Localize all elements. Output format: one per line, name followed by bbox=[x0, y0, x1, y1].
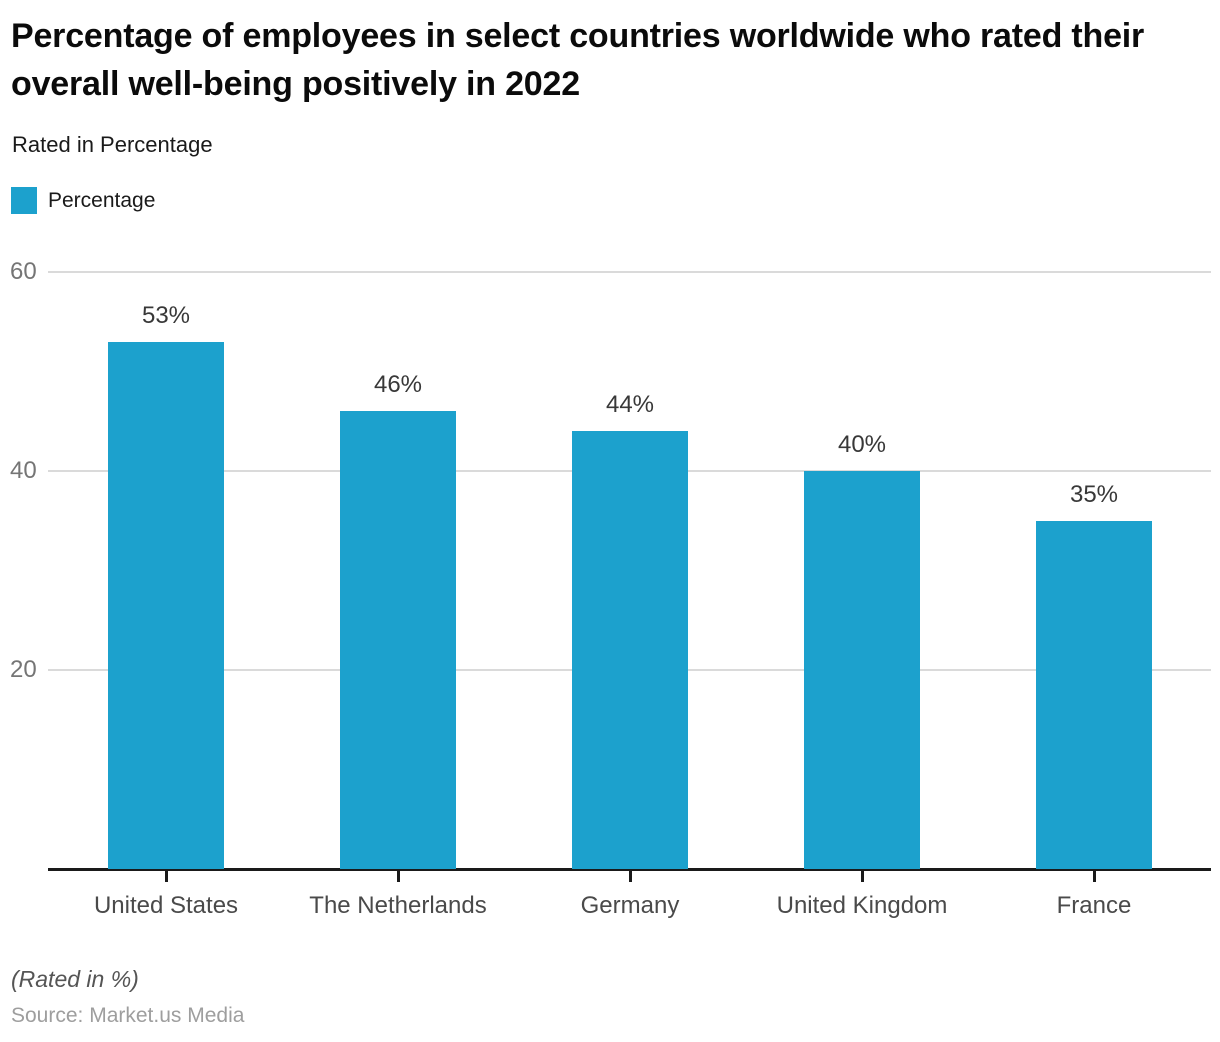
legend: Percentage bbox=[11, 187, 155, 214]
x-axis-tick bbox=[860, 871, 864, 882]
x-axis-tick bbox=[396, 871, 400, 882]
bar-value-label: 44% bbox=[605, 391, 655, 419]
bar-france bbox=[1036, 520, 1152, 869]
bar-united-kingdom bbox=[804, 471, 920, 869]
x-label: United Kingdom bbox=[776, 892, 948, 919]
gridline-60 bbox=[48, 271, 1211, 273]
bar-the-netherlands bbox=[340, 411, 456, 869]
x-label: Germany bbox=[580, 892, 680, 919]
ytick-label-40: 40 bbox=[10, 457, 37, 484]
bar-value-label: 46% bbox=[373, 371, 423, 399]
x-axis-line bbox=[48, 868, 1211, 871]
bar-value-label: 40% bbox=[837, 431, 887, 458]
x-axis-tick bbox=[628, 871, 632, 882]
bar-germany bbox=[572, 431, 688, 869]
legend-swatch-icon bbox=[11, 187, 37, 214]
bar-value-label: 35% bbox=[1069, 480, 1119, 508]
bar-value-label: 53% bbox=[141, 301, 191, 329]
footer-note: (Rated in %) bbox=[11, 966, 139, 992]
x-label: France bbox=[1056, 892, 1132, 919]
x-label: The Netherlands bbox=[309, 892, 487, 919]
ytick-label-20: 20 bbox=[10, 656, 37, 683]
chart-title: Percentage of employees in select countr… bbox=[11, 17, 1145, 103]
bar-united-states bbox=[108, 341, 224, 869]
x-axis-tick bbox=[1092, 871, 1096, 882]
legend-label: Percentage bbox=[48, 188, 156, 212]
ytick-label-60: 60 bbox=[10, 258, 37, 285]
x-axis-tick bbox=[164, 871, 168, 882]
footer-source: Source: Market.us Media bbox=[11, 1004, 245, 1027]
chart-subtitle: Rated in Percentage bbox=[12, 132, 213, 157]
x-label: United States bbox=[93, 892, 239, 919]
